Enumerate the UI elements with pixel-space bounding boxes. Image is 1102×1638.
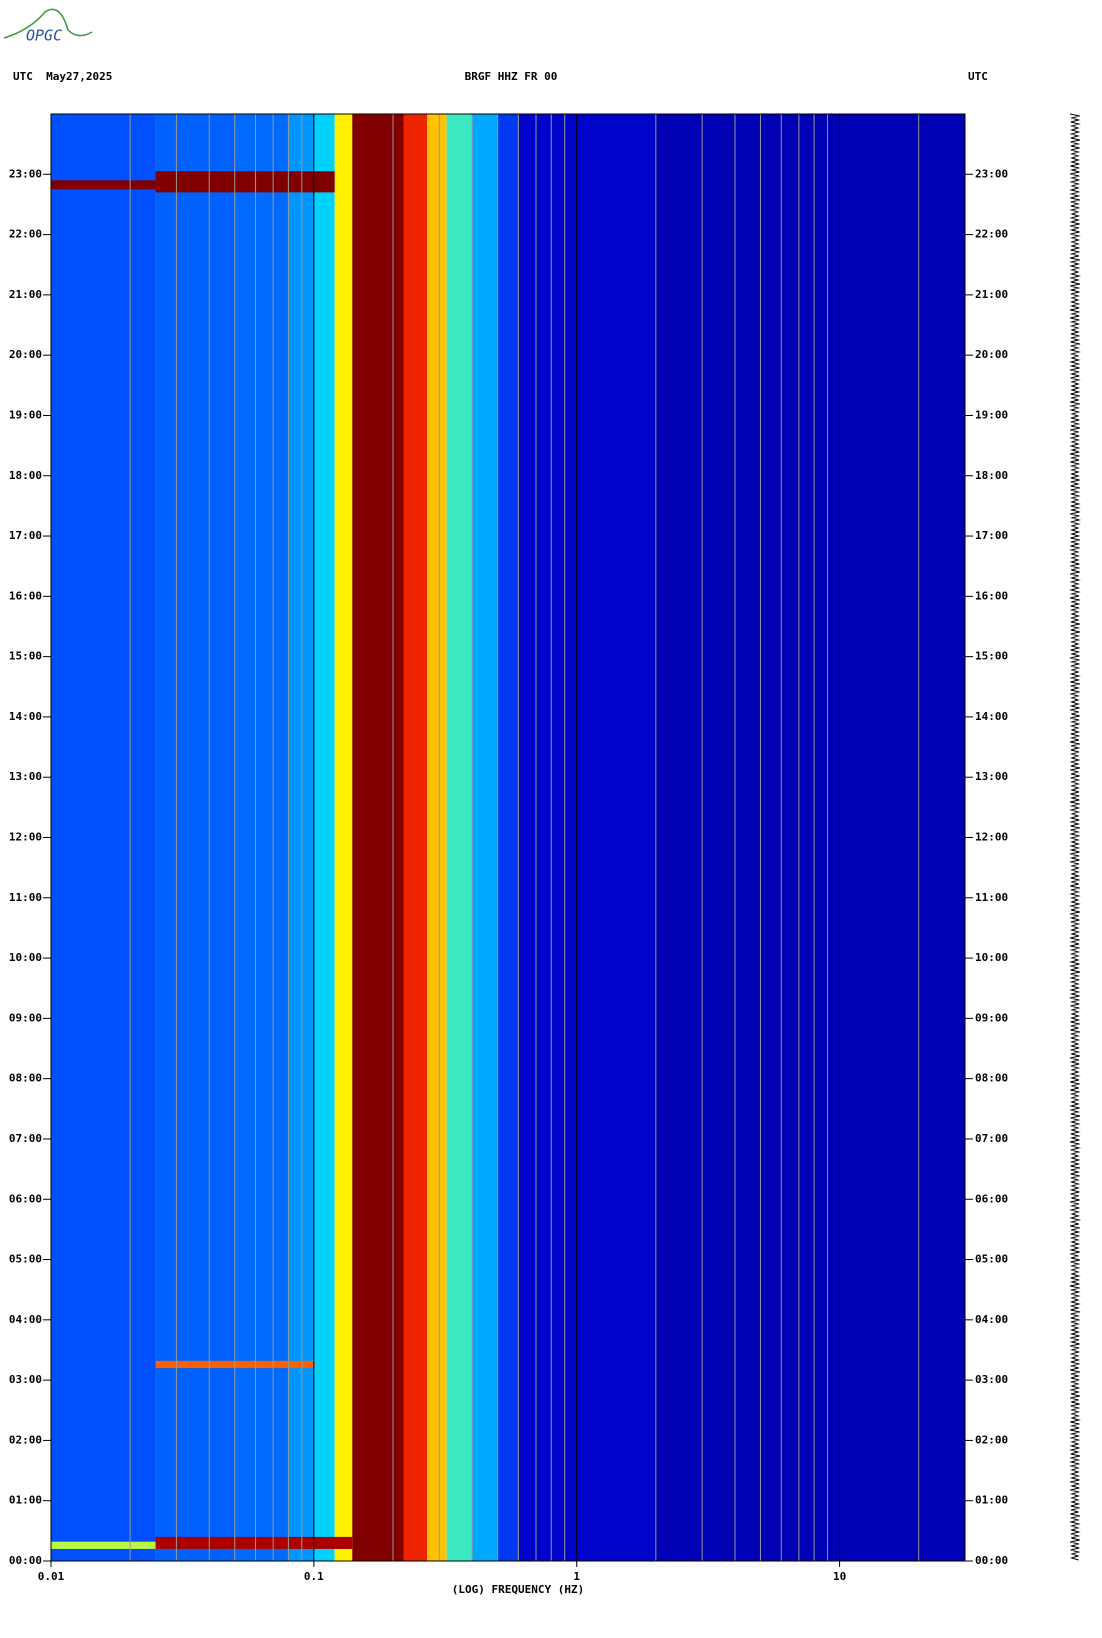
event-band [51, 1541, 156, 1549]
spectrum-band [446, 114, 473, 1561]
y-tick-label-left: 15:00 [9, 650, 42, 663]
y-tick-label-left: 05:00 [9, 1253, 42, 1266]
y-tick-label-right: 14:00 [975, 710, 1008, 723]
y-tick-label-right: 21:00 [975, 288, 1008, 301]
logo-arc [3, 8, 93, 39]
spectrum-band [352, 114, 404, 1561]
y-tick-label-right: 17:00 [975, 529, 1008, 542]
y-tick-label-left: 06:00 [9, 1192, 42, 1205]
spectrum-band [313, 114, 335, 1561]
y-tick-label-left: 11:00 [9, 891, 42, 904]
y-tick-label-right: 23:00 [975, 167, 1008, 180]
y-tick-label-right: 07:00 [975, 1132, 1008, 1145]
x-tick-label: 1 [573, 1570, 580, 1583]
y-tick-label-right: 06:00 [975, 1192, 1008, 1205]
event-band [51, 180, 156, 190]
y-tick-label-left: 07:00 [9, 1132, 42, 1145]
y-tick-label-left: 19:00 [9, 408, 42, 421]
spectrum-band [497, 114, 519, 1561]
x-axis-label: (LOG) FREQUENCY (HZ) [452, 1583, 584, 1596]
y-tick-label-left: 23:00 [9, 167, 42, 180]
y-tick-label-right: 02:00 [975, 1433, 1008, 1446]
right-header: UTC [968, 70, 988, 83]
y-tick-label-right: 04:00 [975, 1313, 1008, 1326]
spectrum-band [234, 114, 289, 1561]
spectrum-band [155, 114, 235, 1561]
y-tick-label-right: 09:00 [975, 1011, 1008, 1024]
y-tick-label-left: 08:00 [9, 1072, 42, 1085]
y-tick-label-right: 05:00 [975, 1253, 1008, 1266]
y-tick-label-left: 12:00 [9, 831, 42, 844]
y-tick-label-left: 04:00 [9, 1313, 42, 1326]
event-band [155, 1536, 353, 1549]
y-tick-label-left: 00:00 [9, 1554, 42, 1567]
seismogram-trace [1068, 113, 1082, 1561]
spectrum-band [334, 114, 353, 1561]
spectrum-band [472, 114, 498, 1561]
y-tick-label-left: 09:00 [9, 1011, 42, 1024]
x-tick-label: 0.01 [38, 1570, 65, 1583]
y-tick-label-right: 10:00 [975, 951, 1008, 964]
plot-frame [50, 113, 966, 1562]
spectrum-band [518, 114, 656, 1561]
spectrum-band [51, 114, 156, 1561]
y-tick-label-left: 16:00 [9, 589, 42, 602]
y-tick-label-right: 18:00 [975, 469, 1008, 482]
y-tick-label-right: 00:00 [975, 1554, 1008, 1567]
chart-title: BRGF HHZ FR 00 [465, 70, 558, 83]
event-band [155, 171, 335, 193]
logo: OPGC [26, 27, 62, 45]
x-tick-label: 0.1 [304, 1570, 324, 1583]
y-tick-label-right: 13:00 [975, 770, 1008, 783]
y-tick-label-left: 14:00 [9, 710, 42, 723]
y-tick-label-left: 20:00 [9, 348, 42, 361]
y-tick-label-right: 12:00 [975, 831, 1008, 844]
spectrum-band [403, 114, 428, 1561]
y-tick-label-right: 11:00 [975, 891, 1008, 904]
y-tick-label-right: 22:00 [975, 228, 1008, 241]
spectrum-band [655, 114, 965, 1561]
spectrum-band [427, 114, 447, 1561]
y-tick-label-right: 20:00 [975, 348, 1008, 361]
left-header: UTC May27,2025 [13, 70, 112, 83]
y-tick-label-left: 01:00 [9, 1494, 42, 1507]
spectrum-band [288, 114, 314, 1561]
y-tick-label-left: 03:00 [9, 1373, 42, 1386]
y-tick-label-right: 03:00 [975, 1373, 1008, 1386]
y-tick-label-right: 16:00 [975, 589, 1008, 602]
y-tick-label-left: 10:00 [9, 951, 42, 964]
y-tick-label-left: 17:00 [9, 529, 42, 542]
y-tick-label-right: 08:00 [975, 1072, 1008, 1085]
y-tick-label-right: 19:00 [975, 408, 1008, 421]
x-tick-label: 10 [833, 1570, 846, 1583]
y-tick-label-right: 15:00 [975, 650, 1008, 663]
y-tick-label-left: 21:00 [9, 288, 42, 301]
y-tick-label-right: 01:00 [975, 1494, 1008, 1507]
y-tick-label-left: 02:00 [9, 1433, 42, 1446]
y-tick-label-left: 13:00 [9, 770, 42, 783]
y-tick-label-left: 22:00 [9, 228, 42, 241]
y-tick-label-left: 18:00 [9, 469, 42, 482]
